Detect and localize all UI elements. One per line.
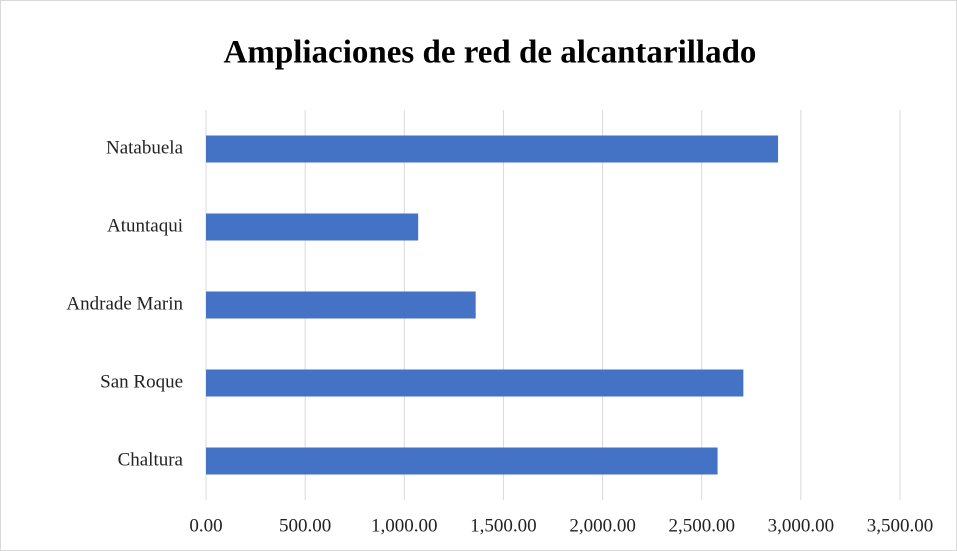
bar: [206, 135, 779, 163]
x-tick-label: 2,000.00: [569, 515, 636, 536]
bar: [206, 369, 744, 397]
bar: [206, 447, 718, 475]
y-tick-label: Natabuela: [106, 137, 184, 158]
y-tick-label: Atuntaqui: [107, 215, 183, 236]
y-tick-label: Chaltura: [118, 449, 184, 470]
bar: [206, 291, 476, 319]
x-tick-label: 2,500.00: [668, 515, 735, 536]
x-tick-label: 500.00: [279, 515, 331, 536]
x-tick-label: 1,500.00: [470, 515, 537, 536]
bar: [206, 213, 419, 241]
chart-title: Ampliaciones de red de alcantarillado: [224, 35, 757, 71]
x-tick-label: 3,000.00: [768, 515, 835, 536]
x-tick-label: 3,500.00: [867, 515, 934, 536]
x-tick-label: 0.00: [189, 515, 222, 536]
y-tick-label: Andrade Marin: [66, 293, 183, 314]
y-tick-label: San Roque: [100, 371, 183, 392]
x-tick-label: 1,000.00: [371, 515, 438, 536]
